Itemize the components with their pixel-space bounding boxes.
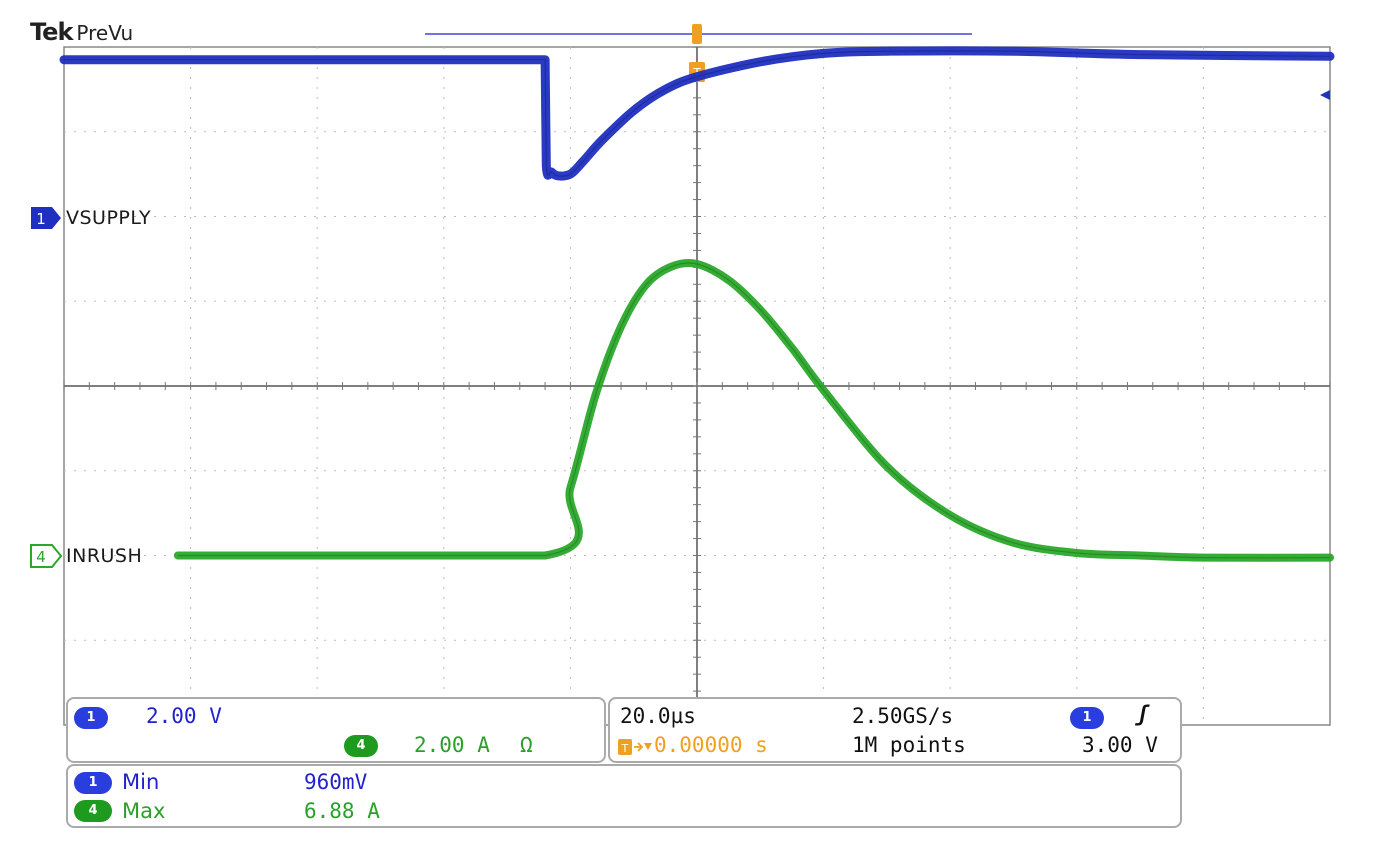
ch1-marker-number: 1	[36, 210, 46, 228]
trigger-level: 3.00 V	[1082, 733, 1158, 757]
ch1-scale: 2.00 V	[146, 704, 222, 728]
ch1-ground-marker-icon[interactable]: 1	[30, 206, 62, 230]
ch4-scale: 2.00 A	[414, 733, 490, 757]
measurement-1-name: Min	[122, 770, 160, 794]
measurement-2-channel-badge: 4	[74, 800, 112, 822]
graticule	[63, 46, 1331, 726]
trigger-delay-icon: T	[618, 739, 652, 755]
trigger-delay: 0.00000 s	[654, 733, 768, 757]
svg-text:T: T	[621, 742, 629, 755]
time-per-div: 20.0µs	[620, 704, 696, 728]
vsupply-trace-core	[64, 50, 1331, 177]
ch1-badge[interactable]: 1	[74, 707, 108, 729]
sample-rate: 2.50GS/s	[852, 704, 954, 728]
ch4-ground-marker-icon[interactable]: 4	[30, 544, 62, 568]
acquisition-mode: PreVu	[76, 21, 134, 45]
vertical-settings-panel[interactable]: 1 2.00 V 4 2.00 A Ω	[66, 697, 606, 763]
trigger-level-arrow-icon[interactable]	[1320, 90, 1330, 100]
traces	[59, 46, 1335, 562]
ch4-impedance: Ω	[520, 733, 533, 757]
brand-logo: Tek	[30, 18, 73, 46]
brand: Tek PreVu	[30, 18, 133, 46]
ch4-label: INRUSH	[66, 545, 143, 567]
measurement-2-name: Max	[122, 799, 166, 823]
measurement-1-channel-badge: 1	[74, 772, 112, 794]
ch1-label: VSUPPLY	[66, 207, 152, 229]
inrush-trace	[173, 258, 1334, 562]
ch4-badge[interactable]: 4	[344, 735, 378, 757]
measurement-1-value: 960mV	[304, 770, 368, 794]
inrush-trace-core	[177, 262, 1331, 559]
trigger-source-badge[interactable]: 1	[1070, 707, 1104, 729]
measurement-2-value: 6.88 A	[304, 799, 380, 823]
record-length: 1M points	[852, 733, 966, 757]
trigger-slope-icon[interactable]: ʃ	[1136, 702, 1149, 726]
measurements-panel[interactable]: 1 Min 960mV 4 Max 6.88 A	[66, 764, 1182, 828]
ch4-marker-number: 4	[36, 548, 46, 566]
horizontal-trigger-panel[interactable]: 20.0µs 2.50GS/s 1 ʃ T 0.00000 s 1M point…	[608, 697, 1182, 763]
